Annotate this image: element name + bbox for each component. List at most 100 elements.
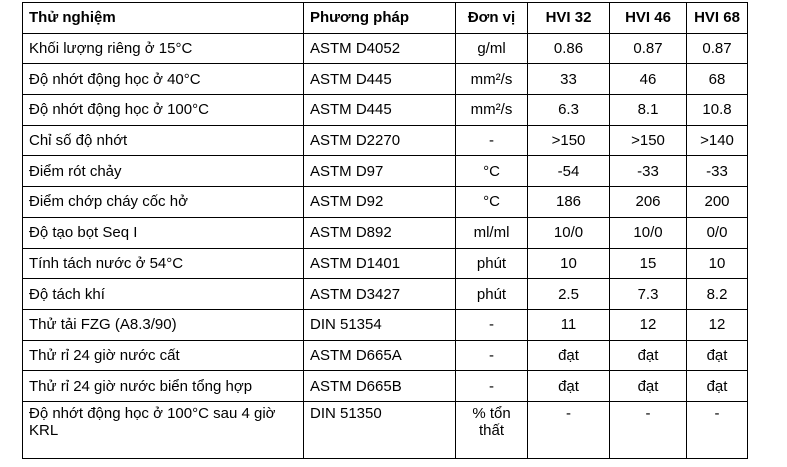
table-cell: Độ nhớt động học ở 100°C sau 4 giờ KRL — [22, 400, 304, 459]
table-cell: 7.3 — [609, 278, 687, 310]
table-cell: 11 — [527, 308, 610, 341]
table-cell: 2.5 — [527, 278, 610, 310]
table-cell: -54 — [527, 155, 610, 188]
table-cell: >150 — [527, 124, 610, 157]
table-cell: °C — [455, 155, 528, 188]
table-cell: >140 — [686, 124, 748, 157]
table-body: Khối lượng riêng ở 15°C ASTM D4052 g/ml 0.8… — [22, 32, 748, 459]
table-cell: -33 — [686, 155, 748, 188]
table-cell: 10 — [527, 247, 610, 280]
table-cell: 8.1 — [609, 94, 687, 126]
table-cell: 46 — [609, 63, 687, 96]
table-cell: ASTM D92 — [303, 186, 456, 218]
header-cell: Thử nghiệm — [22, 2, 304, 34]
table-cell: - — [455, 124, 528, 157]
table-cell: phút — [455, 247, 528, 280]
table-cell: - — [455, 370, 528, 402]
table-cell: ASTM D665A — [303, 339, 456, 372]
table-cell: Thử rỉ 24 giờ nước biển tổng hợp — [22, 370, 304, 402]
table-row: Chỉ số độ nhớt ASTM D2270- >150 >150 >140 — [22, 124, 748, 157]
header-cell: HVI 68 — [686, 2, 748, 34]
table-cell: - — [455, 308, 528, 341]
table-cell: ASTM D4052 — [303, 32, 456, 65]
table-cell: >150 — [609, 124, 687, 157]
header-cell: HVI 46 — [609, 2, 687, 34]
table-row: Độ nhớt động học ở 40°C ASTM D445 mm²/s 33 4… — [22, 63, 748, 96]
table-cell: Điểm chớp cháy cốc hở — [22, 186, 304, 218]
table-cell: 33 — [527, 63, 610, 96]
table-cell: ASTM D665B — [303, 370, 456, 402]
table-cell: đạt — [609, 370, 687, 402]
table-row: Độ tách khí ASTM D3427 phút 2.5 7.3 8.2 — [22, 278, 748, 310]
table-cell: 10/0 — [609, 216, 687, 249]
table-cell: ASTM D445 — [303, 94, 456, 126]
header-cell: Đơn vị — [455, 2, 528, 34]
table-cell: - — [686, 400, 748, 459]
table-row: Độ tạo bọt Seq I ASTM D892 ml/ml 10/0 10/0 0/… — [22, 216, 748, 249]
table-cell: 206 — [609, 186, 687, 218]
table-cell: 10/0 — [527, 216, 610, 249]
table-cell: ASTM D3427 — [303, 278, 456, 310]
table-cell: phút — [455, 278, 528, 310]
table-cell: ASTM D1401 — [303, 247, 456, 280]
table-cell: 12 — [609, 308, 687, 341]
table-cell: 0/0 — [686, 216, 748, 249]
table-cell: - — [527, 400, 610, 459]
table-cell: Điểm rót chảy — [22, 155, 304, 188]
table-cell: Thử rỉ 24 giờ nước cất — [22, 339, 304, 372]
table-cell: 15 — [609, 247, 687, 280]
table-cell: 12 — [686, 308, 748, 341]
table-cell: -33 — [609, 155, 687, 188]
table-cell: đạt — [527, 339, 610, 372]
table-cell: 8.2 — [686, 278, 748, 310]
table-cell: đạt — [686, 370, 748, 402]
table-cell: g/ml — [455, 32, 528, 65]
table-row: Thử tải FZG (A8.3/90) DIN 51354-11 12 12 — [22, 308, 748, 341]
table-cell: 0.86 — [527, 32, 610, 65]
table-cell: ASTM D97 — [303, 155, 456, 188]
table-cell: Độ tách khí — [22, 278, 304, 310]
table-row: Thử rỉ 24 giờ nước biển tổng hợp ASTM D66… — [22, 370, 748, 402]
table-row: Độ nhớt động học ở 100°C sau 4 giờ KRL DI… — [22, 400, 748, 459]
table-cell: Tính tách nước ở 54°C — [22, 247, 304, 280]
table-cell: Độ tạo bọt Seq I — [22, 216, 304, 249]
table-cell: - — [609, 400, 687, 459]
table-row: Khối lượng riêng ở 15°C ASTM D4052 g/ml 0.8… — [22, 32, 748, 65]
table-cell: Khối lượng riêng ở 15°C — [22, 32, 304, 65]
header-cell: Phương pháp — [303, 2, 456, 34]
table-cell: mm²/s — [455, 94, 528, 126]
table-cell: 0.87 — [609, 32, 687, 65]
header-row: Thử nghiệm Phương pháp Đơn vị HVI 32 HVI 46 H… — [22, 2, 748, 34]
table-cell: 200 — [686, 186, 748, 218]
table-cell: Độ nhớt động học ở 40°C — [22, 63, 304, 96]
table-cell: 10 — [686, 247, 748, 280]
table-cell: DIN 51350 — [303, 400, 456, 459]
table-cell: ASTM D445 — [303, 63, 456, 96]
table-cell: 68 — [686, 63, 748, 96]
table-cell: Độ nhớt động học ở 100°C — [22, 94, 304, 126]
table-cell: đạt — [609, 339, 687, 372]
table-cell: ASTM D2270 — [303, 124, 456, 157]
table-cell: Thử tải FZG (A8.3/90) — [22, 308, 304, 341]
table-cell: 6.3 — [527, 94, 610, 126]
table-cell: đạt — [527, 370, 610, 402]
table-cell: ASTM D892 — [303, 216, 456, 249]
table-cell: 0.87 — [686, 32, 748, 65]
table-cell: 10.8 — [686, 94, 748, 126]
table-row: Tính tách nước ở 54°C ASTM D1401 phút 10 15 1… — [22, 247, 748, 280]
spec-table-container: Thử nghiệm Phương pháp Đơn vị HVI 32 HVI 46 H… — [22, 2, 748, 459]
table-row: Điểm rót chảy ASTM D97 °C -54 -33 -33 — [22, 155, 748, 188]
table-cell: - — [455, 339, 528, 372]
table-row: Điểm chớp cháy cốc hở ASTM D92 °C 186 206 200 — [22, 186, 748, 218]
spec-table: Thử nghiệm Phương pháp Đơn vị HVI 32 HVI 46 H… — [22, 2, 748, 459]
table-cell: đạt — [686, 339, 748, 372]
table-cell: DIN 51354 — [303, 308, 456, 341]
header-cell: HVI 32 — [527, 2, 610, 34]
table-cell: °C — [455, 186, 528, 218]
table-cell: Chỉ số độ nhớt — [22, 124, 304, 157]
table-cell: % tổn thất — [455, 400, 528, 459]
table-cell: ml/ml — [455, 216, 528, 249]
table-cell: 186 — [527, 186, 610, 218]
table-cell: mm²/s — [455, 63, 528, 96]
